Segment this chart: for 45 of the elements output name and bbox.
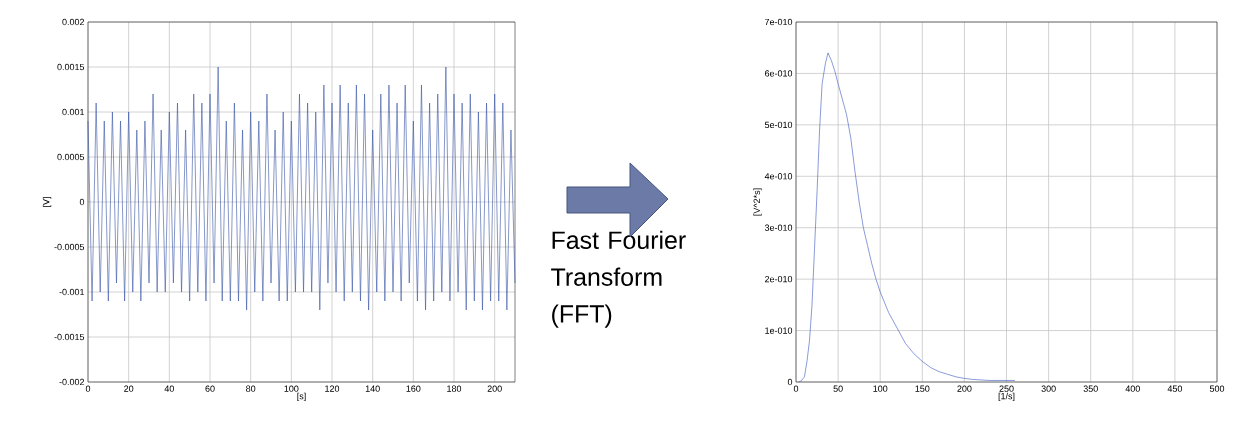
x-axis-title: [s] bbox=[297, 392, 306, 402]
x-tick-label: 150 bbox=[915, 385, 930, 392]
x-tick-label: 450 bbox=[1167, 385, 1183, 392]
y-tick-label: 5e-010 bbox=[764, 121, 793, 129]
text: Fast Fourier Transform (FFT) bbox=[551, 230, 686, 328]
x-tick-label: 50 bbox=[833, 385, 843, 392]
x-tick-label: 500 bbox=[1209, 385, 1225, 392]
y-tick-label: 7e-010 bbox=[765, 18, 793, 26]
y-tick-label: 0 bbox=[787, 378, 793, 386]
y-tick-label: 1e-010 bbox=[765, 327, 793, 334]
y-tick-label: -0.001 bbox=[59, 288, 85, 296]
x-tick-label: 200 bbox=[957, 385, 972, 392]
y-tick-label: -0.0015 bbox=[54, 333, 85, 341]
x-tick-label: 0 bbox=[85, 385, 91, 392]
x-tick-label: 60 bbox=[205, 385, 215, 392]
y-tick-label: 2e-010 bbox=[765, 275, 793, 283]
y-tick-label: 0.001 bbox=[62, 108, 85, 116]
x-tick-label: 120 bbox=[325, 385, 340, 392]
x-tick-label: 40 bbox=[164, 385, 174, 392]
x-tick-label: 250 bbox=[999, 385, 1014, 392]
x-tick-label: 100 bbox=[873, 385, 888, 392]
x-tick-label: 160 bbox=[406, 385, 421, 392]
y-tick-label: 0.002 bbox=[62, 18, 85, 26]
y-tick-label: 6e-010 bbox=[765, 70, 793, 77]
y-tick-label: 3e-010 bbox=[764, 224, 793, 231]
y-tick-label: 0 bbox=[79, 198, 85, 206]
x-tick-label: 350 bbox=[1083, 385, 1098, 392]
x-tick-label: 400 bbox=[1125, 385, 1140, 392]
x-tick-label: 200 bbox=[487, 385, 502, 392]
y-tick-label: -0.002 bbox=[59, 378, 85, 386]
y-tick-label: 0.0015 bbox=[57, 63, 85, 71]
x-axis-title: [1/s] bbox=[998, 392, 1015, 402]
x-tick-label: 0 bbox=[793, 385, 799, 392]
y-tick-label: -0.0005 bbox=[54, 243, 85, 251]
x-tick-label: 80 bbox=[246, 385, 256, 392]
y-axis-title: [V] bbox=[42, 197, 52, 207]
x-tick-label: 100 bbox=[284, 385, 299, 392]
y-tick-label: 0.0005 bbox=[57, 153, 85, 161]
x-tick-label: 140 bbox=[365, 385, 380, 392]
y-tick-label: 4e-010 bbox=[764, 173, 793, 180]
y-axis-title: [V^2*s] bbox=[753, 188, 762, 216]
x-tick-label: 300 bbox=[1041, 385, 1056, 392]
x-tick-label: 20 bbox=[124, 385, 134, 392]
x-tick-label: 180 bbox=[447, 385, 462, 392]
line-series bbox=[87, 66, 516, 311]
